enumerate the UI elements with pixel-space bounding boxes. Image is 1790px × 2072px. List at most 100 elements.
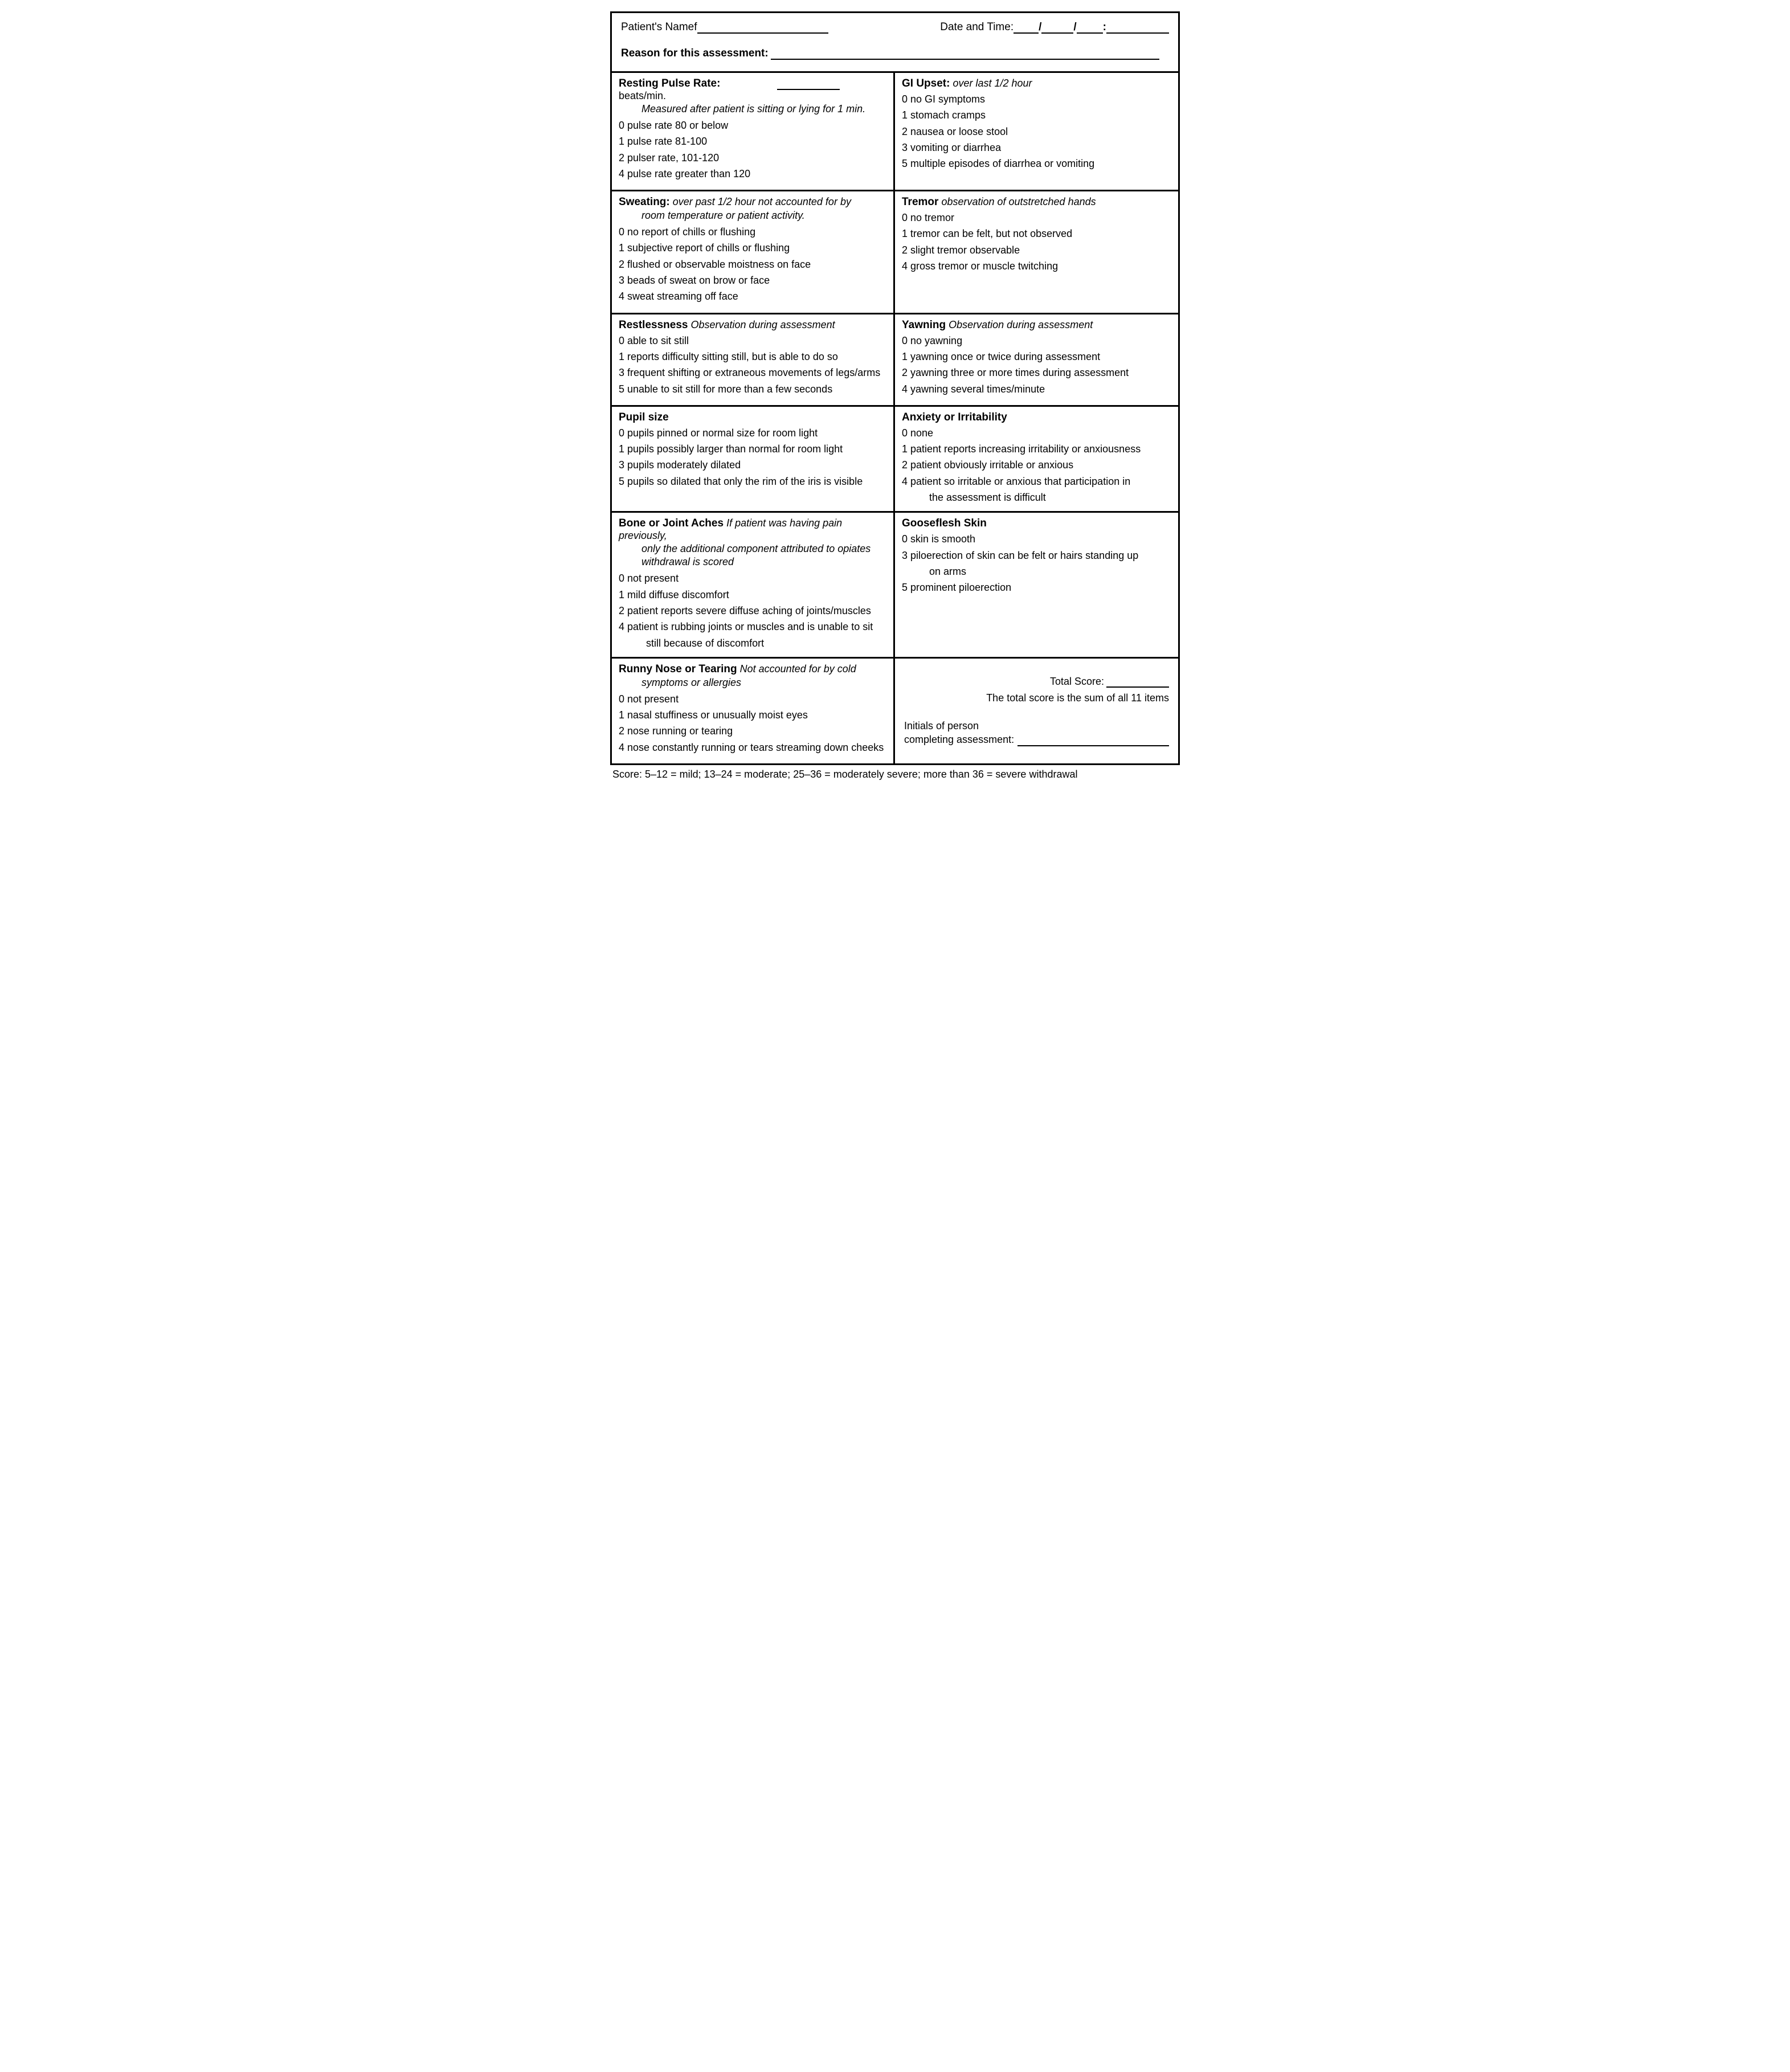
pulse-title: Resting Pulse Rate: bbox=[619, 77, 720, 89]
anxiety-opt-4-cont: the assessment is difficult bbox=[929, 491, 1171, 504]
anxiety-opt-2: 2 patient obviously irritable or anxious bbox=[902, 458, 1171, 472]
goose-opt-5: 5 prominent piloerection bbox=[902, 581, 1171, 594]
score-legend: Score: 5–12 = mild; 13–24 = moderate; 25… bbox=[610, 765, 1180, 780]
goose-opt-3-cont: on arms bbox=[929, 565, 1171, 578]
patient-name-field: Patient's Namef bbox=[621, 21, 828, 34]
cell-restlessness: Restlessness Observation during assessme… bbox=[612, 314, 895, 407]
yawning-title: Yawning bbox=[902, 319, 946, 331]
yawning-opt-2: 2 yawning three or more times during ass… bbox=[902, 366, 1171, 379]
header-row: Patient's Namef Date and Time://: bbox=[621, 21, 1169, 34]
time-blank[interactable] bbox=[1106, 22, 1169, 34]
gi-opt-5: 5 multiple episodes of diarrhea or vomit… bbox=[902, 157, 1171, 170]
yawning-opt-0: 0 no yawning bbox=[902, 334, 1171, 348]
bone-opt-4-cont: still because of discomfort bbox=[646, 636, 886, 650]
header-section: Patient's Namef Date and Time://: Reason… bbox=[612, 13, 1178, 73]
reason-label: Reason for this assessment: bbox=[621, 47, 769, 59]
reason-blank[interactable] bbox=[771, 48, 1159, 60]
runny-options: 0 not present 1 nasal stuffiness or unus… bbox=[619, 692, 886, 754]
tremor-options: 0 no tremor 1 tremor can be felt, but no… bbox=[902, 211, 1171, 273]
date-yy-blank[interactable] bbox=[1077, 22, 1103, 34]
cell-pulse: Resting Pulse Rate:beats/min. Measured a… bbox=[612, 73, 895, 191]
total-score-row: Total Score: bbox=[904, 676, 1169, 688]
initials-line2: completing assessment: bbox=[904, 733, 1014, 746]
sweating-title: Sweating: bbox=[619, 196, 670, 208]
cell-pupil: Pupil size 0 pupils pinned or normal siz… bbox=[612, 407, 895, 513]
cell-bone: Bone or Joint Aches If patient was havin… bbox=[612, 513, 895, 658]
initials-line1: Initials of person bbox=[904, 719, 1014, 733]
initials-blank[interactable] bbox=[1017, 736, 1169, 746]
anxiety-opt-4: 4 patient so irritable or anxious that p… bbox=[902, 475, 1171, 488]
assessment-form: Patient's Namef Date and Time://: Reason… bbox=[610, 11, 1180, 765]
pulse-opt-1: 1 pulse rate 81-100 bbox=[619, 134, 886, 148]
bone-opt-0: 0 not present bbox=[619, 571, 886, 585]
yawning-opt-4: 4 yawning several times/minute bbox=[902, 382, 1171, 396]
goose-title: Gooseflesh Skin bbox=[902, 517, 1171, 530]
gi-options: 0 no GI symptoms 1 stomach cramps 2 naus… bbox=[902, 92, 1171, 170]
patient-name-label: Patient's Namef bbox=[621, 21, 697, 33]
pulse-blank[interactable] bbox=[777, 89, 840, 90]
tremor-sub: observation of outstretched hands bbox=[941, 196, 1096, 207]
gi-opt-0: 0 no GI symptoms bbox=[902, 92, 1171, 106]
gi-sub: over last 1/2 hour bbox=[953, 77, 1032, 89]
pupil-options: 0 pupils pinned or normal size for room … bbox=[619, 426, 886, 488]
gi-opt-2: 2 nausea or loose stool bbox=[902, 125, 1171, 138]
sweating-opt-3: 3 beads of sweat on brow or face bbox=[619, 273, 886, 287]
sweating-sub: over past 1/2 hour not accounted for by bbox=[673, 196, 851, 207]
pupil-opt-1: 1 pupils possibly larger than normal for… bbox=[619, 442, 886, 456]
anxiety-title: Anxiety or Irritability bbox=[902, 411, 1171, 424]
total-score-blank[interactable] bbox=[1106, 686, 1169, 688]
total-sum-note: The total score is the sum of all 11 ite… bbox=[904, 692, 1169, 704]
gi-opt-1: 1 stomach cramps bbox=[902, 108, 1171, 122]
date-mm-blank[interactable] bbox=[1013, 22, 1039, 34]
sweating-options: 0 no report of chills or flushing 1 subj… bbox=[619, 225, 886, 303]
date-time-field: Date and Time://: bbox=[940, 21, 1169, 34]
goose-opt-0: 0 skin is smooth bbox=[902, 532, 1171, 546]
restlessness-sub: Observation during assessment bbox=[690, 319, 835, 330]
gi-opt-3: 3 vomiting or diarrhea bbox=[902, 141, 1171, 154]
yawning-options: 0 no yawning 1 yawning once or twice dur… bbox=[902, 334, 1171, 396]
bone-options: 0 not present 1 mild diffuse discomfort … bbox=[619, 571, 886, 649]
runny-opt-4: 4 nose constantly running or tears strea… bbox=[619, 741, 886, 754]
restlessness-options: 0 able to sit still 1 reports difficulty… bbox=[619, 334, 886, 396]
pupil-opt-5: 5 pupils so dilated that only the rim of… bbox=[619, 475, 886, 488]
cell-goose: Gooseflesh Skin 0 skin is smooth 3 piloe… bbox=[895, 513, 1178, 658]
pulse-opt-0: 0 pulse rate 80 or below bbox=[619, 118, 886, 132]
bone-sub3: withdrawal is scored bbox=[641, 556, 886, 568]
runny-sub2: symptoms or allergies bbox=[641, 677, 886, 689]
cell-sweating: Sweating: over past 1/2 hour not account… bbox=[612, 191, 895, 314]
bone-opt-4: 4 patient is rubbing joints or muscles a… bbox=[619, 620, 886, 634]
cell-tremor: Tremor observation of outstretched hands… bbox=[895, 191, 1178, 314]
restlessness-opt-3: 3 frequent shifting or extraneous moveme… bbox=[619, 366, 886, 379]
pupil-opt-0: 0 pupils pinned or normal size for room … bbox=[619, 426, 886, 440]
patient-name-blank[interactable] bbox=[697, 22, 828, 34]
cell-yawning: Yawning Observation during assessment 0 … bbox=[895, 314, 1178, 407]
initials-text: Initials of person completing assessment… bbox=[904, 719, 1014, 747]
restlessness-title: Restlessness bbox=[619, 319, 688, 331]
bone-sub2: only the additional component attributed… bbox=[641, 543, 886, 555]
total-score-label: Total Score: bbox=[1050, 676, 1104, 687]
pupil-title: Pupil size bbox=[619, 411, 886, 424]
restlessness-opt-0: 0 able to sit still bbox=[619, 334, 886, 348]
date-dd-blank[interactable] bbox=[1041, 22, 1073, 34]
runny-title: Runny Nose or Tearing bbox=[619, 663, 737, 675]
anxiety-options: 0 none 1 patient reports increasing irri… bbox=[902, 426, 1171, 504]
pulse-note: Measured after patient is sitting or lyi… bbox=[641, 103, 886, 115]
restlessness-opt-5: 5 unable to sit still for more than a fe… bbox=[619, 382, 886, 396]
pupil-opt-3: 3 pupils moderately dilated bbox=[619, 458, 886, 472]
runny-sub: Not accounted for by cold bbox=[740, 663, 856, 675]
goose-opt-3: 3 piloerection of skin can be felt or ha… bbox=[902, 549, 1171, 562]
cell-gi: GI Upset: over last 1/2 hour 0 no GI sym… bbox=[895, 73, 1178, 191]
initials-row: Initials of person completing assessment… bbox=[904, 719, 1169, 747]
runny-opt-0: 0 not present bbox=[619, 692, 886, 706]
tremor-opt-0: 0 no tremor bbox=[902, 211, 1171, 224]
sweating-opt-4: 4 sweat streaming off face bbox=[619, 289, 886, 303]
bone-opt-2: 2 patient reports severe diffuse aching … bbox=[619, 604, 886, 618]
tremor-opt-2: 2 slight tremor observable bbox=[902, 243, 1171, 257]
bone-title: Bone or Joint Aches bbox=[619, 517, 724, 529]
gi-title: GI Upset: bbox=[902, 77, 950, 89]
pulse-opt-2: 2 pulser rate, 101-120 bbox=[619, 151, 886, 165]
date-time-label: Date and Time: bbox=[940, 21, 1013, 33]
goose-options: 0 skin is smooth 3 piloerection of skin … bbox=[902, 532, 1171, 594]
cell-runny: Runny Nose or Tearing Not accounted for … bbox=[612, 659, 895, 763]
restlessness-opt-1: 1 reports difficulty sitting still, but … bbox=[619, 350, 886, 363]
